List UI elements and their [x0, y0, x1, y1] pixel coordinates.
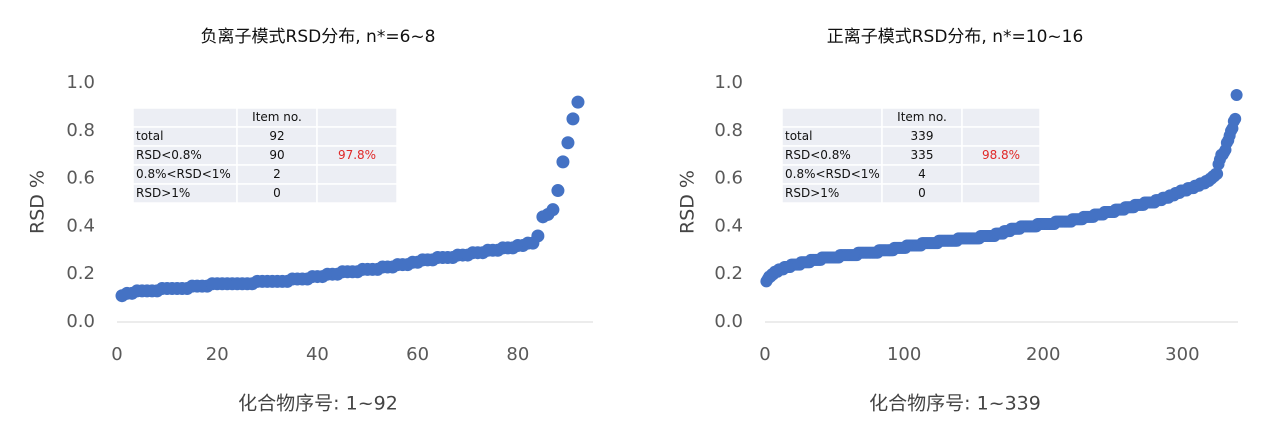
y-tick-label: 0.2 [714, 263, 743, 284]
table-count: 0 [273, 186, 281, 200]
x-tick-label: 80 [506, 344, 529, 365]
x-axis-label: 化合物序号: 1~92 [238, 393, 398, 415]
y-tick-label: 0.4 [714, 215, 743, 236]
table-row-label: RSD>1% [136, 186, 190, 200]
y-axis-label: RSD % [27, 170, 49, 234]
table-cell [961, 107, 1041, 128]
table-header: Item no. [897, 110, 947, 124]
table-row-label: total [136, 129, 163, 143]
table-count: 335 [911, 148, 934, 162]
chart-title: 负离子模式RSD分布, n*=6~8 [201, 27, 436, 47]
data-point [1229, 112, 1242, 125]
data-point [556, 155, 570, 169]
x-tick-label: 200 [1026, 344, 1060, 365]
data-point [551, 184, 565, 198]
x-axis-label: 化合物序号: 1~339 [869, 393, 1041, 415]
y-tick-label: 0.0 [66, 311, 95, 332]
y-tick-label: 0.6 [66, 168, 95, 189]
table-cell [961, 126, 1041, 147]
table-header: Item no. [252, 110, 302, 124]
y-tick-label: 0.2 [66, 263, 95, 284]
data-point [546, 203, 560, 217]
table-cell [781, 107, 883, 128]
x-tick-label: 0 [111, 344, 122, 365]
data-point [531, 229, 545, 243]
x-tick-label: 60 [406, 344, 429, 365]
data-point [1211, 167, 1224, 180]
table-percent: 97.8% [338, 148, 376, 162]
x-tick-label: 300 [1165, 344, 1199, 365]
y-axis-label: RSD % [677, 170, 699, 234]
y-tick-label: 0.6 [714, 168, 743, 189]
table-count: 2 [273, 167, 281, 181]
table-percent: 98.8% [982, 148, 1020, 162]
table-count: 92 [269, 129, 284, 143]
data-point [566, 112, 580, 126]
table-cell [961, 164, 1041, 185]
y-tick-label: 1.0 [714, 72, 743, 93]
y-tick-label: 0.4 [66, 215, 95, 236]
x-tick-label: 0 [759, 344, 770, 365]
table-row-label: RSD<0.8% [785, 148, 851, 162]
y-tick-label: 0.8 [714, 120, 743, 141]
table-cell [316, 107, 398, 128]
table-count: 0 [918, 186, 926, 200]
table-cell [316, 164, 398, 185]
chart-title: 正离子模式RSD分布, n*=10~16 [827, 27, 1084, 47]
table-cell [316, 183, 398, 204]
table-count: 4 [918, 167, 926, 181]
data-point [1230, 88, 1243, 101]
x-tick-label: 20 [206, 344, 229, 365]
table-cell [961, 183, 1041, 204]
data-point [571, 95, 585, 109]
x-tick-label: 100 [887, 344, 921, 365]
data-point [561, 136, 575, 150]
table-row-label: RSD>1% [785, 186, 839, 200]
table-count: 339 [911, 129, 934, 143]
table-row-label: 0.8%<RSD<1% [136, 167, 231, 181]
y-tick-label: 0.8 [66, 120, 95, 141]
y-tick-label: 0.0 [714, 311, 743, 332]
table-cell [316, 126, 398, 147]
x-tick-label: 40 [306, 344, 329, 365]
table-cell [132, 107, 238, 128]
table-row-label: total [785, 129, 812, 143]
table-row-label: RSD<0.8% [136, 148, 202, 162]
table-row-label: 0.8%<RSD<1% [785, 167, 880, 181]
table-count: 90 [269, 148, 284, 162]
y-tick-label: 1.0 [66, 72, 95, 93]
